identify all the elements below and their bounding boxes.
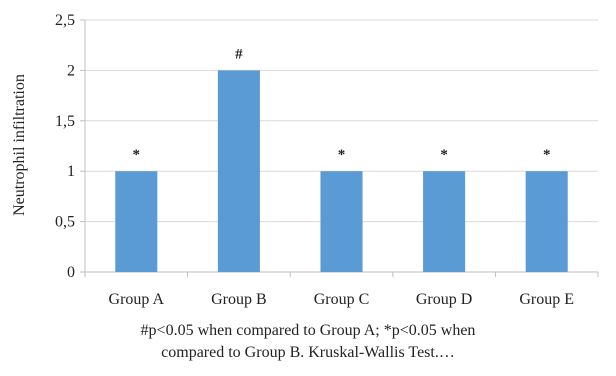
y-tick-label: 1,5 [55, 113, 75, 130]
bar-annotation: # [235, 46, 243, 62]
bar-annotation: * [338, 147, 346, 163]
bar-annotation: * [133, 147, 141, 163]
caption-line-2: compared to Group B. Kruskal-Wallis Test… [161, 344, 455, 361]
x-category-label: Group D [416, 291, 472, 308]
caption-line-1: #p<0.05 when compared to Group A; *p<0.0… [140, 322, 476, 339]
bar-annotation: * [543, 147, 551, 163]
bar-chart: 0 0,5 1 1,5 2 2,5 * # * * * Group A Group B Group C… [11, 12, 599, 308]
bar-annotation: * [440, 147, 448, 163]
gridlines [85, 19, 598, 223]
y-axis-label: Neutrophil infiltration [11, 74, 28, 216]
x-category-label: Group C [314, 291, 370, 308]
bar-annotations: * # * * * [133, 46, 551, 163]
y-tick-label: 0 [67, 264, 75, 281]
x-category-label: Group B [211, 291, 267, 308]
bar-group-e [525, 171, 568, 272]
x-category-label: Group E [519, 291, 574, 308]
bar-group-c [320, 171, 363, 272]
figure-caption: #p<0.05 when compared to Group A; *p<0.0… [0, 320, 616, 364]
bar-group-a [115, 171, 158, 272]
bars [115, 70, 568, 273]
x-category-labels: Group A Group B Group C Group D Group E [109, 291, 575, 308]
y-tick-labels: 0 0,5 1 1,5 2 2,5 [55, 12, 75, 281]
y-tick-label: 2 [67, 62, 75, 79]
x-category-label: Group A [109, 291, 165, 308]
y-tick-label: 2,5 [55, 12, 75, 29]
bar-group-d [423, 171, 466, 272]
bar-group-b [217, 70, 260, 273]
y-tick-label: 0,5 [55, 214, 75, 231]
y-tick-label: 1 [67, 163, 75, 180]
